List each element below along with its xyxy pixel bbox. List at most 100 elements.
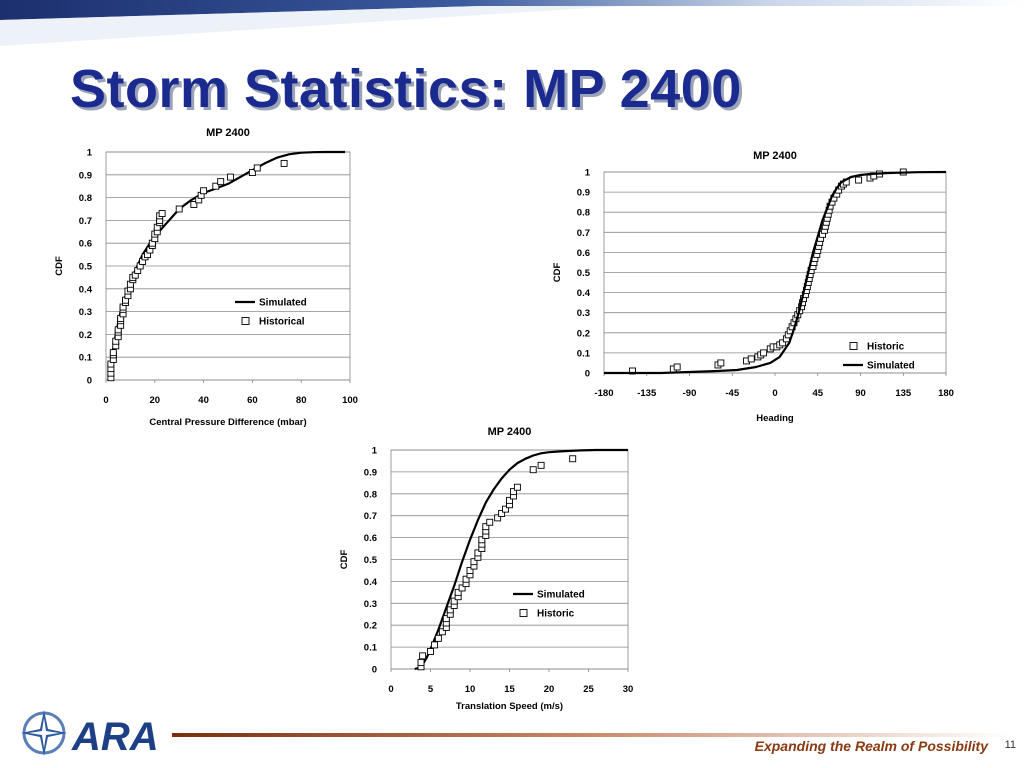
data-point-historic	[427, 648, 434, 655]
data-point-historic	[717, 359, 725, 367]
data-point-historic	[470, 558, 478, 566]
data-point-historic	[442, 615, 450, 623]
data-point-historic	[446, 606, 454, 614]
legend-swatch-marker	[849, 342, 858, 350]
x-tick-label: 5	[428, 684, 434, 695]
data-point-historical	[212, 182, 220, 190]
y-tick-label: 0.3	[364, 599, 377, 610]
plot-area	[390, 449, 629, 670]
x-tick-label: 30	[623, 684, 634, 695]
x-axis-label: Translation Speed (m/s)	[456, 701, 563, 712]
ara-logo: ARA	[18, 708, 168, 759]
y-tick-label: 0.5	[577, 268, 591, 279]
page-number: 11	[1004, 739, 1016, 751]
y-tick-label: 0.1	[577, 348, 591, 359]
y-tick-label: 0.6	[364, 533, 377, 544]
y-tick-label: 0.3	[79, 307, 92, 318]
data-point-historical	[280, 159, 288, 167]
data-point-historic	[438, 628, 446, 636]
data-point-historic	[747, 355, 755, 363]
data-point-historic	[486, 518, 494, 526]
data-point-historic	[430, 641, 438, 649]
y-tick-label: 0.2	[364, 621, 377, 632]
data-point-historic	[502, 505, 510, 513]
y-tick-label: 1	[87, 148, 93, 159]
data-point-historic	[569, 455, 577, 463]
x-axis-label: Central Pressure Difference (mbar)	[149, 417, 306, 428]
data-point-historic	[494, 514, 502, 522]
legend-label: Simulated	[259, 298, 307, 309]
y-axis-label: CDF	[339, 550, 350, 570]
y-tick-label: 0	[372, 665, 377, 676]
y-tick-label: 0.7	[79, 216, 92, 227]
data-point-historic	[779, 339, 787, 347]
y-tick-label: 0.8	[577, 208, 590, 219]
legend-label: Simulated	[867, 361, 915, 372]
series-line-simulated	[604, 170, 947, 375]
data-point-historic	[466, 566, 474, 574]
x-tick-label: 15	[504, 684, 515, 695]
legend-label: Historical	[259, 317, 305, 328]
slide-title: Storm Statistics: MP 2400	[70, 59, 742, 119]
data-point-historic	[498, 510, 506, 517]
chart-title: MP 2400	[206, 127, 250, 139]
legend-label: Simulated	[537, 590, 585, 601]
y-tick-label: 0.7	[364, 511, 377, 522]
data-point-historic	[434, 634, 442, 642]
y-tick-label: 0	[87, 376, 92, 387]
y-tick-label: 0.3	[577, 308, 590, 319]
data-point-historical	[200, 187, 208, 195]
data-point-historic	[760, 349, 768, 357]
chart-heading: MP 2400 Heading CDF 0 0.1 0.2 0.3 0.4 0.5 0.6 0.7 0…	[552, 150, 954, 424]
data-point-historic	[462, 575, 470, 583]
data-point-historic	[417, 658, 425, 666]
chart-central-pressure: MP 2400 Central Pressure Difference (mbar…	[54, 127, 358, 428]
y-tick-label: 0.2	[577, 328, 590, 339]
y-tick-label: 0.8	[364, 489, 377, 500]
legend-label: Historic	[867, 342, 905, 353]
y-axis-label: CDF	[54, 256, 65, 276]
chart-title: MP 2400	[753, 150, 797, 162]
footer-tagline: Expanding the Realm of Possibility	[754, 738, 988, 754]
x-tick-label: 0	[388, 684, 393, 695]
data-point-historic	[673, 363, 681, 371]
y-tick-label: 0.5	[364, 555, 378, 566]
x-tick-label: -90	[683, 388, 697, 399]
x-tick-label: -180	[594, 388, 613, 399]
data-point-historic	[450, 597, 458, 605]
data-point-historic	[509, 488, 517, 496]
chart-translation-speed: MP 2400 Translation Speed (m/s) CDF 0 0.1 0.2…	[339, 426, 634, 712]
x-tick-label: 10	[465, 684, 476, 695]
x-tick-label: 0	[103, 395, 108, 406]
y-tick-label: 0.2	[79, 330, 92, 341]
y-tick-label: 0.7	[577, 228, 590, 239]
y-tick-label: 1	[585, 168, 591, 179]
x-axis-label: Heading	[756, 413, 794, 424]
x-tick-label: 0	[772, 388, 777, 399]
compass-star-icon	[21, 710, 67, 756]
y-tick-label: 0.5	[79, 262, 93, 273]
data-point-historic	[529, 466, 537, 474]
x-tick-label: 40	[198, 395, 209, 406]
y-tick-label: 0.9	[577, 188, 590, 199]
data-point-historical	[109, 349, 117, 357]
y-tick-label: 0.9	[364, 467, 377, 478]
data-point-historic	[474, 549, 482, 557]
y-axis-label: CDF	[552, 263, 563, 283]
x-tick-label: 100	[342, 395, 358, 406]
data-point-historical	[175, 205, 183, 213]
y-tick-label: 0.4	[364, 577, 378, 588]
plot-area	[603, 171, 947, 374]
data-point-historical	[248, 169, 256, 176]
legend-swatch-marker	[241, 317, 250, 325]
data-point-historical	[158, 210, 166, 218]
x-tick-label: 60	[247, 395, 258, 406]
x-tick-label: 135	[895, 388, 912, 399]
x-tick-label: 180	[938, 388, 954, 399]
x-tick-label: 20	[544, 684, 555, 695]
logo-text: ARA	[71, 715, 159, 758]
x-tick-label: -135	[637, 388, 657, 399]
header-decoration-band	[0, 0, 1024, 46]
data-point-historic	[419, 652, 427, 660]
y-tick-label: 0.4	[79, 284, 93, 295]
